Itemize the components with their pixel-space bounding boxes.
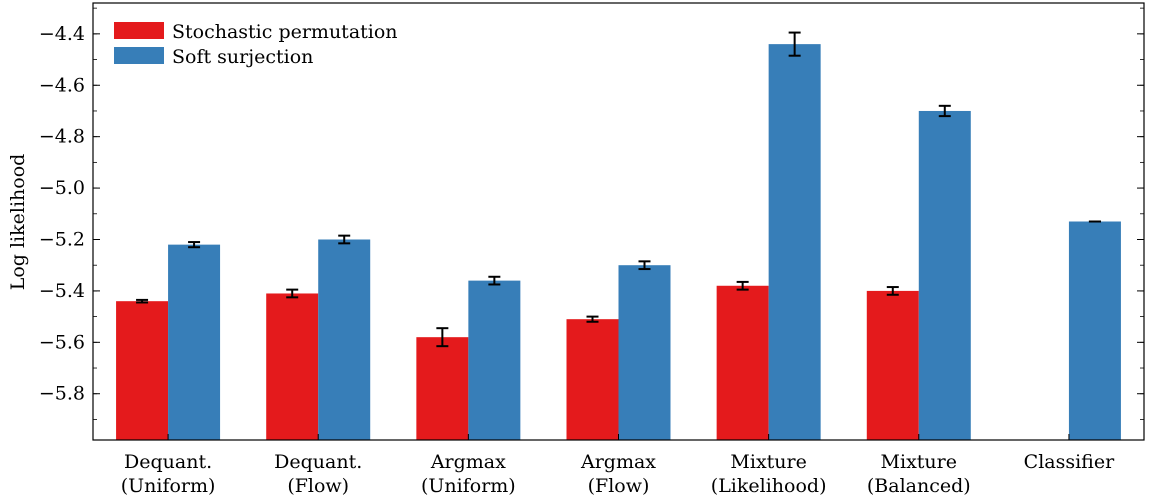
error-bar-stochastic-permutation-5 bbox=[886, 286, 899, 296]
error-bar-soft-surjection-2 bbox=[488, 275, 501, 286]
bar-soft-surjection-6 bbox=[1068, 221, 1121, 440]
axes bbox=[92, 2, 1145, 441]
x-tick-label-4: Mixture (Likelihood) bbox=[711, 451, 827, 497]
bar-stochastic-permutation-2 bbox=[416, 337, 469, 440]
x-tick-labels: Dequant. (Uniform) Dequant. (Flow) Argmax (Un… bbox=[121, 451, 1115, 497]
bar-soft-surjection-4 bbox=[768, 44, 821, 440]
error-bar-stochastic-permutation-2 bbox=[436, 327, 449, 348]
y-tick-label-1: −5.6 bbox=[39, 331, 85, 353]
legend-label-soft-surjection: Soft surjection bbox=[172, 46, 313, 68]
legend-swatch-stochastic-permutation bbox=[114, 22, 164, 39]
error-bar-soft-surjection-3 bbox=[638, 260, 651, 271]
y-tick-label-3: −5.2 bbox=[39, 228, 85, 250]
x-tick-label-5: Mixture (Balanced) bbox=[867, 451, 971, 497]
y-axis-label: Log likelihood bbox=[7, 154, 29, 291]
y-tick-label-4: −5.0 bbox=[39, 177, 85, 199]
y-tick-label-6: −4.6 bbox=[39, 74, 85, 96]
legend-swatch-soft-surjection bbox=[114, 47, 164, 64]
x-tick-label-6: Classifier bbox=[1024, 451, 1115, 473]
plot-frame bbox=[92, 2, 1145, 441]
bar-soft-surjection-5 bbox=[918, 110, 971, 440]
error-bar-soft-surjection-4 bbox=[788, 31, 801, 57]
bar-stochastic-permutation-3 bbox=[566, 319, 619, 440]
error-bar-stochastic-permutation-4 bbox=[736, 280, 749, 291]
legend-label-stochastic-permutation: Stochastic permutation bbox=[172, 21, 398, 43]
y-ticks: −5.8 −5.6 −5.4 −5.2 −5.0 −4.8 −4.6 −4.4 bbox=[39, 7, 1144, 420]
error-bars-layer bbox=[136, 31, 1101, 348]
bar-stochastic-permutation-1 bbox=[266, 293, 319, 440]
y-tick-label-2: −5.4 bbox=[39, 280, 85, 302]
error-bar-soft-surjection-1 bbox=[338, 234, 351, 245]
error-bar-stochastic-permutation-1 bbox=[286, 288, 299, 299]
bar-stochastic-permutation-4 bbox=[716, 285, 769, 440]
y-tick-label-5: −4.8 bbox=[39, 126, 85, 148]
error-bar-soft-surjection-5 bbox=[938, 104, 951, 118]
legend: Stochastic permutation Soft surjection bbox=[114, 21, 398, 68]
bar-stochastic-permutation-0 bbox=[116, 301, 169, 440]
error-bar-soft-surjection-0 bbox=[188, 241, 201, 249]
y-tick-label-0: −5.8 bbox=[39, 383, 85, 405]
bar-soft-surjection-0 bbox=[168, 244, 221, 440]
bar-stochastic-permutation-5 bbox=[866, 290, 919, 440]
error-bar-stochastic-permutation-0 bbox=[136, 298, 149, 304]
x-tick-label-2: Argmax (Uniform) bbox=[421, 451, 516, 497]
bar-soft-surjection-3 bbox=[618, 265, 671, 440]
error-bar-stochastic-permutation-3 bbox=[586, 315, 599, 323]
x-tick-label-3: Argmax (Flow) bbox=[580, 451, 656, 497]
x-tick-label-1: Dequant. (Flow) bbox=[274, 451, 362, 497]
x-tick-label-0: Dequant. (Uniform) bbox=[121, 451, 216, 497]
y-tick-label-7: −4.4 bbox=[39, 23, 85, 45]
bar-soft-surjection-2 bbox=[468, 280, 521, 440]
bars-layer bbox=[116, 44, 1121, 440]
bar-soft-surjection-1 bbox=[318, 239, 371, 440]
